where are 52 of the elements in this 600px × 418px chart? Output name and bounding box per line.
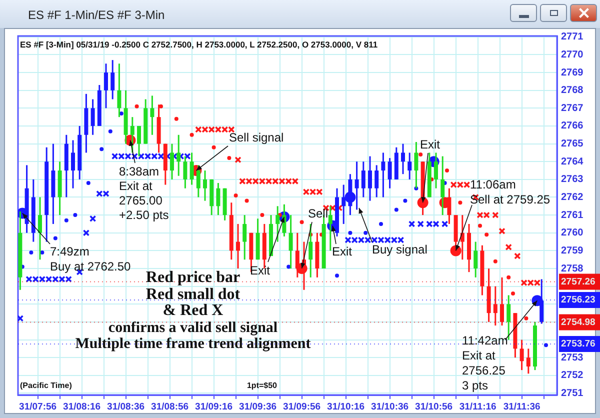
- x-tick-label: 31/11:36: [503, 401, 540, 412]
- y-tick-label: 2766: [561, 120, 584, 132]
- annotation: Red small dot: [146, 286, 241, 304]
- annotation: 11:42am Exit at 2756.25 3 pts: [462, 333, 508, 392]
- x-tick-label: 31/08:16: [63, 401, 101, 412]
- y-tick-label: 2769: [561, 67, 584, 78]
- x-tick-label: 31/10:56: [415, 401, 453, 412]
- y-tick-label: 2765: [561, 138, 584, 150]
- ref-line-label: 2757.26: [561, 276, 596, 288]
- x-tick-label: 31/10:16: [327, 401, 365, 412]
- annotation: Exit: [332, 244, 353, 258]
- y-tick-label: 2759: [561, 245, 584, 256]
- annotation: Multiple time frame trend alignment: [75, 336, 311, 352]
- y-tick-label: 2760: [561, 228, 584, 239]
- annotation: 8:38am Exit at 2765.00 +2.50 pts: [119, 164, 169, 222]
- y-tick-label: 2767: [561, 102, 584, 114]
- annotation: 11:06am Sell at 2759.25: [470, 177, 550, 206]
- annotation: Sell: [308, 206, 328, 220]
- x-tick-label: 31/08:36: [107, 401, 145, 412]
- annotation: Sell signal: [229, 130, 284, 144]
- annotation: ES #F [3-Min] 05/31/19 -0.2500 C 2752.7500, H 2753.0000, L 2752.2500, O 2753.0000, V 811: [20, 39, 378, 50]
- x-tick-label: 31/08:56: [151, 401, 189, 412]
- ref-line-label: 2753.76: [561, 338, 596, 350]
- ref-line-label: 2756.23: [561, 294, 596, 306]
- annotation: Buy signal: [372, 242, 428, 256]
- annotation: Exit: [420, 137, 441, 152]
- x-tick-label: 31/11:16: [459, 401, 496, 412]
- x-tick-label: 31/09:36: [239, 401, 277, 412]
- y-tick-label: 2751: [561, 388, 584, 399]
- y-tick-label: 2768: [561, 85, 584, 96]
- y-tick-label: 2771: [561, 32, 584, 43]
- annotation: Exit: [250, 263, 271, 278]
- y-tick-label: 2762: [561, 192, 584, 203]
- annotation: (Pacific Time): [20, 381, 72, 390]
- x-tick-label: 31/10:36: [371, 401, 409, 412]
- y-tick-label: 2764: [561, 156, 584, 168]
- chart-title: ES #F 1-Min/ES #F 3-Min: [28, 8, 165, 22]
- y-tick-label: 2753: [561, 352, 584, 364]
- annotation: 1pt=$50: [246, 381, 278, 390]
- y-tick-label: 2770: [561, 49, 584, 60]
- x-tick-label: 31/09:56: [283, 401, 321, 412]
- ref-line-label: 2754.98: [561, 316, 596, 328]
- y-tick-label: 2761: [561, 210, 584, 221]
- annotation: & Red X: [162, 302, 224, 320]
- y-tick-label: 2752: [561, 370, 584, 382]
- annotation: confirms a valid sell signal: [108, 320, 278, 336]
- annotation: 7:49zm Buy at 2762.50: [50, 244, 132, 274]
- y-tick-label: 2758: [561, 263, 584, 274]
- x-tick-label: 31/09:16: [195, 401, 233, 412]
- annotation: Red price bar: [146, 269, 240, 286]
- y-tick-label: 2763: [561, 174, 584, 186]
- x-tick-label: 31/07:56: [19, 401, 57, 412]
